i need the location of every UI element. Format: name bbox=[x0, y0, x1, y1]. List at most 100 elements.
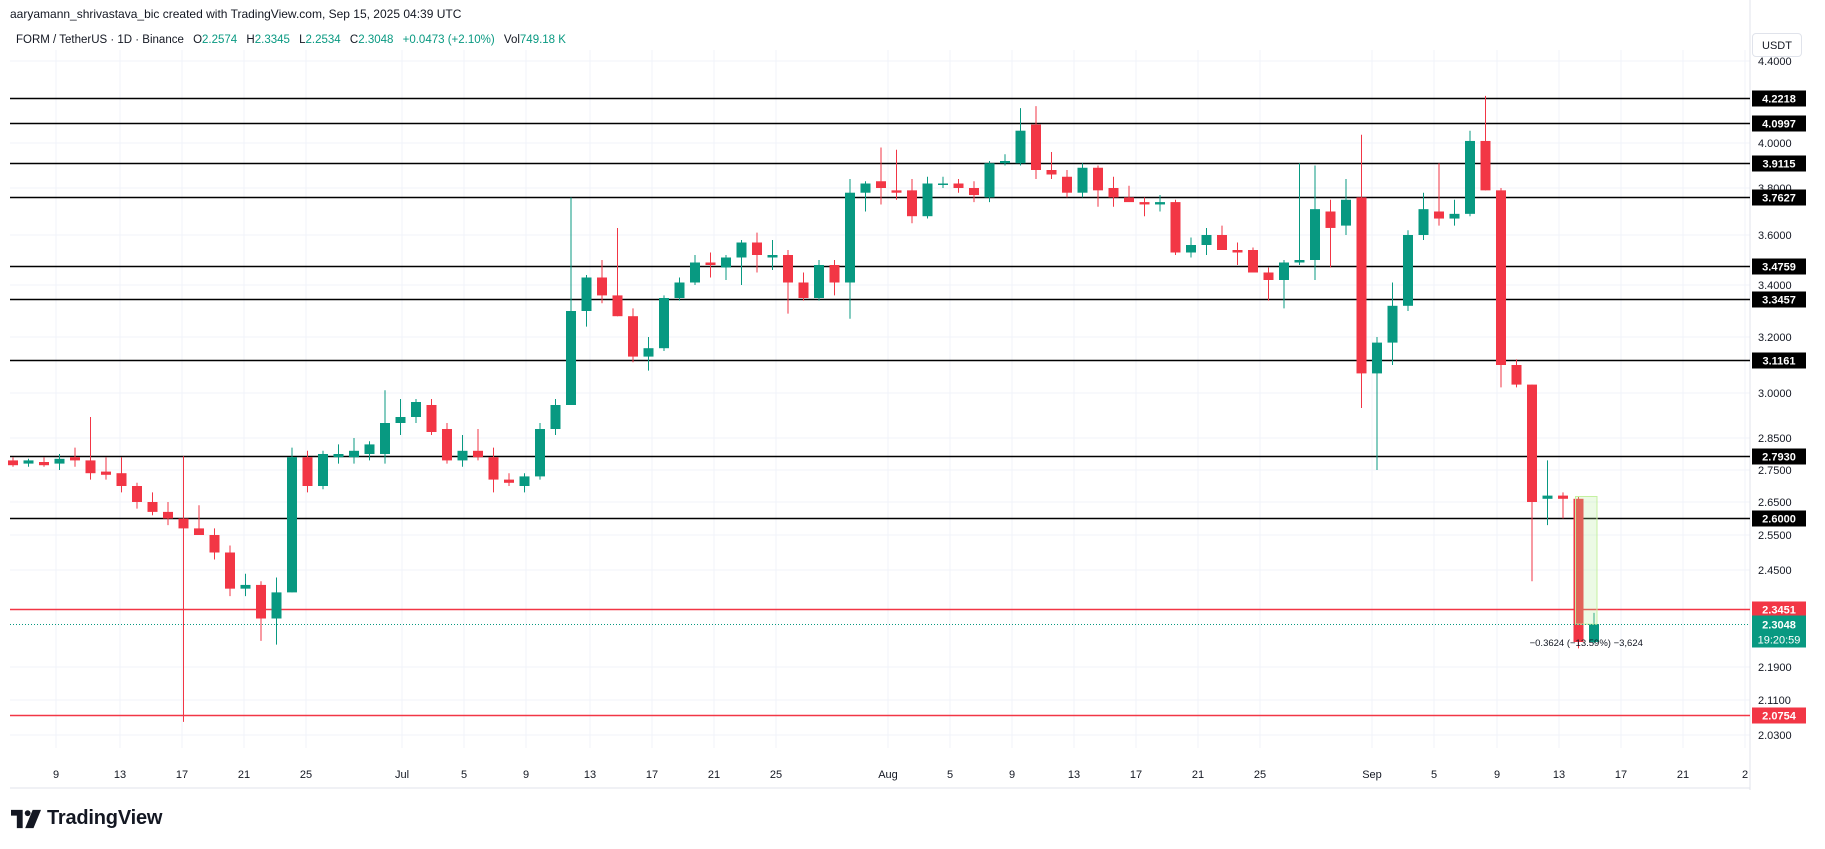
level-label: 3.9115 bbox=[1762, 159, 1795, 171]
close-label: C bbox=[349, 34, 359, 46]
candle-body bbox=[1341, 199, 1351, 226]
currency-button[interactable]: USDT bbox=[1752, 33, 1802, 57]
level-label: 2.7930 bbox=[1762, 452, 1796, 464]
candle-body bbox=[1124, 197, 1134, 203]
x-tick-label: 9 bbox=[53, 769, 59, 781]
candle-body bbox=[984, 163, 995, 198]
candle-body bbox=[1356, 197, 1367, 374]
x-tick-label: 9 bbox=[1009, 769, 1015, 781]
candle-body bbox=[101, 471, 111, 475]
candle-body bbox=[318, 454, 328, 486]
candle-body bbox=[163, 511, 173, 519]
y-tick-label: 2.1100 bbox=[1758, 695, 1791, 707]
x-tick-label: 17 bbox=[176, 769, 188, 781]
x-tick-label: 17 bbox=[646, 769, 658, 781]
candle-body bbox=[1201, 235, 1212, 245]
volume-label: Vol bbox=[503, 34, 520, 46]
x-tick-label: 25 bbox=[300, 769, 312, 781]
level-label: 4.0997 bbox=[1762, 119, 1796, 131]
x-tick-label: 5 bbox=[1431, 769, 1437, 781]
candle-body bbox=[767, 255, 778, 258]
symbol-title[interactable]: FORM / TetherUS · 1D · Binance bbox=[16, 34, 184, 46]
x-tick-label: 25 bbox=[770, 769, 782, 781]
open-label: O bbox=[193, 34, 203, 46]
level-label-bg bbox=[1752, 352, 1806, 369]
last-price-label-bg bbox=[1752, 615, 1806, 648]
price-chart[interactable]: 4.40004.00003.80003.60003.40003.20003.00… bbox=[0, 0, 1825, 800]
candle-body bbox=[147, 502, 158, 512]
candle-body bbox=[798, 282, 809, 298]
candle-body bbox=[1449, 213, 1460, 219]
x-tick-label: 2 bbox=[1742, 769, 1748, 781]
x-tick-label: 13 bbox=[584, 769, 596, 781]
candle-body bbox=[271, 592, 282, 619]
candle-body bbox=[1480, 140, 1491, 191]
high-value: 2.3345 bbox=[254, 34, 290, 46]
tradingview-logo[interactable]: TradingView bbox=[11, 807, 162, 830]
candle-body bbox=[535, 429, 545, 477]
x-tick-label: 21 bbox=[1677, 769, 1689, 781]
open-value: 2.2574 bbox=[202, 34, 238, 46]
low-label: L bbox=[299, 34, 306, 46]
ohlc-legend: FORM / TetherUS · 1D · Binance O2.2574 H… bbox=[16, 34, 566, 46]
candle-body bbox=[612, 295, 623, 317]
x-tick-label: 9 bbox=[523, 769, 529, 781]
candle-body bbox=[178, 518, 189, 529]
level-label: 2.3451 bbox=[1762, 605, 1796, 617]
candle-body bbox=[302, 457, 313, 486]
candle-body bbox=[1387, 305, 1398, 343]
level-label-bg bbox=[1752, 90, 1806, 107]
candle-body bbox=[473, 450, 483, 458]
candle-body bbox=[116, 473, 127, 486]
candle-body bbox=[1186, 245, 1196, 253]
candle-body bbox=[581, 277, 592, 311]
candle-body bbox=[969, 188, 979, 196]
candle-body bbox=[1170, 202, 1181, 253]
high-label: H bbox=[246, 34, 255, 46]
measure-box bbox=[1575, 495, 1598, 625]
x-tick-label: 9 bbox=[1494, 769, 1500, 781]
candle-body bbox=[39, 462, 49, 466]
candle-body bbox=[380, 423, 390, 454]
tradingview-logo-icon bbox=[11, 809, 41, 828]
candle-body bbox=[194, 528, 204, 535]
candle-body bbox=[1465, 140, 1475, 214]
level-label-bg bbox=[1752, 155, 1806, 172]
level-label-bg bbox=[1752, 291, 1806, 308]
x-tick-label: 13 bbox=[1553, 769, 1565, 781]
candle-body bbox=[628, 316, 638, 357]
candle-body bbox=[1155, 202, 1165, 205]
candle-body bbox=[1077, 167, 1088, 193]
candle-body bbox=[1108, 188, 1119, 198]
candle-body bbox=[426, 405, 437, 432]
candle-body bbox=[23, 460, 34, 464]
candle-body bbox=[721, 257, 731, 268]
tradingview-brand: TradingView bbox=[47, 807, 163, 829]
candle-body bbox=[85, 460, 96, 474]
volume-value: 749.18 K bbox=[519, 34, 566, 46]
last-price-label: 2.3048 bbox=[1762, 620, 1796, 632]
candle-body bbox=[566, 311, 576, 405]
candle-body bbox=[333, 454, 344, 458]
candle-body bbox=[1434, 211, 1444, 219]
candle-body bbox=[550, 405, 561, 429]
x-tick-label: 21 bbox=[708, 769, 720, 781]
candle-body bbox=[643, 348, 654, 357]
candle-body bbox=[829, 265, 840, 283]
y-tick-label: 3.0000 bbox=[1758, 388, 1792, 400]
candle-body bbox=[1589, 624, 1599, 643]
candle-body bbox=[690, 262, 700, 283]
candle-body bbox=[1248, 250, 1258, 273]
x-tick-label: Jul bbox=[395, 769, 409, 781]
y-tick-label: 2.8500 bbox=[1758, 433, 1792, 445]
y-tick-label: 4.4000 bbox=[1758, 56, 1792, 68]
candle-body bbox=[1527, 384, 1537, 502]
x-tick-label: 17 bbox=[1130, 769, 1142, 781]
candle-body bbox=[70, 457, 80, 461]
candle-body bbox=[953, 183, 964, 188]
candle-body bbox=[938, 183, 948, 185]
y-tick-label: 2.6500 bbox=[1758, 497, 1792, 509]
x-tick-label: Sep bbox=[1362, 769, 1382, 781]
candle-body bbox=[1558, 495, 1568, 499]
candle-body bbox=[891, 190, 902, 193]
